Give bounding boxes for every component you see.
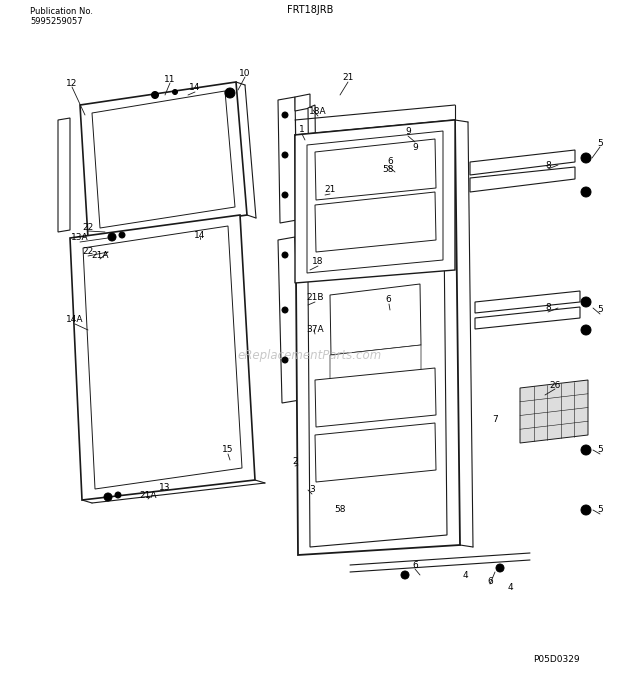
Polygon shape bbox=[80, 82, 247, 238]
Polygon shape bbox=[295, 234, 311, 251]
Text: 9: 9 bbox=[405, 127, 411, 136]
Polygon shape bbox=[295, 120, 455, 283]
Text: 14: 14 bbox=[194, 231, 206, 239]
Circle shape bbox=[115, 492, 121, 498]
Circle shape bbox=[282, 252, 288, 258]
Polygon shape bbox=[330, 345, 421, 380]
Polygon shape bbox=[475, 291, 580, 313]
Circle shape bbox=[225, 88, 235, 98]
Text: 5: 5 bbox=[597, 306, 603, 315]
Circle shape bbox=[151, 92, 159, 98]
Text: 4: 4 bbox=[507, 582, 513, 591]
Polygon shape bbox=[58, 118, 70, 232]
Text: 10: 10 bbox=[239, 68, 250, 77]
Circle shape bbox=[104, 493, 112, 501]
Polygon shape bbox=[307, 131, 443, 273]
Text: 18: 18 bbox=[312, 258, 324, 266]
Text: 37A: 37A bbox=[306, 325, 324, 334]
Polygon shape bbox=[307, 131, 447, 547]
Polygon shape bbox=[470, 150, 575, 175]
Polygon shape bbox=[70, 215, 255, 500]
Polygon shape bbox=[470, 167, 575, 192]
Text: 58: 58 bbox=[334, 506, 346, 515]
Circle shape bbox=[581, 325, 591, 335]
Text: 8: 8 bbox=[545, 304, 551, 313]
Text: 13A: 13A bbox=[71, 233, 89, 243]
Circle shape bbox=[119, 232, 125, 238]
Text: 21A: 21A bbox=[140, 490, 157, 500]
Text: 1: 1 bbox=[299, 125, 305, 134]
Circle shape bbox=[581, 505, 591, 515]
Circle shape bbox=[581, 445, 591, 455]
Text: 21B: 21B bbox=[306, 294, 324, 302]
Text: 3: 3 bbox=[309, 485, 315, 494]
Text: 15: 15 bbox=[222, 445, 234, 454]
Text: 7: 7 bbox=[492, 416, 498, 424]
Text: eReplacementParts.com: eReplacementParts.com bbox=[238, 348, 382, 361]
Circle shape bbox=[172, 89, 177, 94]
Text: 21: 21 bbox=[324, 186, 335, 195]
Text: 6: 6 bbox=[387, 157, 393, 167]
Circle shape bbox=[496, 564, 504, 572]
Polygon shape bbox=[315, 139, 436, 200]
Text: 21: 21 bbox=[342, 73, 353, 83]
Text: 21A: 21A bbox=[91, 250, 108, 260]
Text: 5995259057: 5995259057 bbox=[30, 18, 82, 26]
Text: 8: 8 bbox=[545, 161, 551, 170]
Polygon shape bbox=[330, 284, 421, 355]
Circle shape bbox=[581, 153, 591, 163]
Text: 6: 6 bbox=[385, 296, 391, 304]
Circle shape bbox=[282, 192, 288, 198]
Text: FRT18JRB: FRT18JRB bbox=[287, 5, 333, 15]
Polygon shape bbox=[295, 120, 460, 555]
Text: 5: 5 bbox=[597, 506, 603, 515]
Polygon shape bbox=[315, 423, 436, 482]
Text: P05D0329: P05D0329 bbox=[533, 656, 580, 664]
Text: 14: 14 bbox=[189, 83, 201, 92]
Text: 9: 9 bbox=[412, 144, 418, 153]
Text: 6: 6 bbox=[412, 561, 418, 570]
Polygon shape bbox=[520, 380, 588, 443]
Text: 2: 2 bbox=[292, 458, 298, 466]
Text: 22: 22 bbox=[82, 247, 94, 256]
Polygon shape bbox=[315, 368, 436, 427]
Text: 6: 6 bbox=[487, 578, 493, 586]
Text: 5: 5 bbox=[597, 138, 603, 148]
Text: 14A: 14A bbox=[66, 315, 84, 325]
Text: 26: 26 bbox=[549, 380, 560, 389]
Text: 13: 13 bbox=[159, 483, 170, 492]
Text: 5: 5 bbox=[597, 445, 603, 454]
Polygon shape bbox=[315, 192, 436, 252]
Polygon shape bbox=[308, 105, 316, 203]
Text: 22: 22 bbox=[82, 222, 94, 231]
Circle shape bbox=[282, 152, 288, 158]
Polygon shape bbox=[278, 237, 300, 403]
Circle shape bbox=[401, 571, 409, 579]
Circle shape bbox=[282, 357, 288, 363]
Polygon shape bbox=[278, 97, 297, 223]
Text: 4: 4 bbox=[462, 570, 468, 580]
Polygon shape bbox=[475, 307, 580, 329]
Text: 12: 12 bbox=[66, 79, 78, 87]
Polygon shape bbox=[295, 94, 310, 111]
Polygon shape bbox=[92, 91, 235, 228]
Circle shape bbox=[581, 297, 591, 307]
Circle shape bbox=[282, 307, 288, 313]
Text: Publication No.: Publication No. bbox=[30, 7, 93, 16]
Circle shape bbox=[282, 112, 288, 118]
Circle shape bbox=[108, 233, 116, 241]
Polygon shape bbox=[83, 226, 242, 489]
Text: 11: 11 bbox=[164, 75, 175, 83]
Circle shape bbox=[581, 187, 591, 197]
Text: 58: 58 bbox=[383, 165, 394, 174]
Text: 18A: 18A bbox=[309, 108, 327, 117]
